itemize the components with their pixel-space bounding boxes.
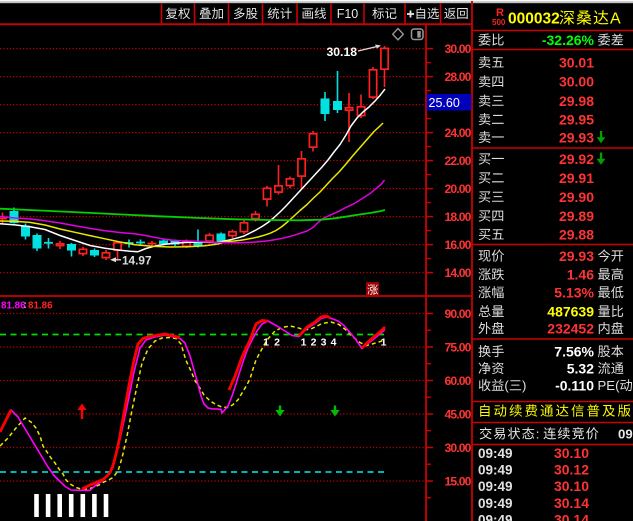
svg-text:09:49: 09:49 bbox=[478, 446, 513, 461]
svg-text:1: 1 bbox=[381, 337, 387, 349]
svg-text:R: R bbox=[496, 7, 504, 19]
svg-text:500: 500 bbox=[492, 18, 506, 27]
svg-text:000032: 000032 bbox=[508, 11, 560, 28]
svg-text:09: 09 bbox=[618, 426, 633, 441]
svg-text:1: 1 bbox=[301, 337, 307, 349]
svg-text:30.10: 30.10 bbox=[554, 478, 589, 494]
svg-text:30.12: 30.12 bbox=[554, 461, 589, 477]
svg-text:81.86: 81.86 bbox=[1, 301, 26, 312]
svg-text:30.14: 30.14 bbox=[554, 511, 589, 521]
svg-text:29.91: 29.91 bbox=[559, 170, 594, 186]
svg-text:90.00: 90.00 bbox=[445, 307, 472, 321]
svg-text:16.00: 16.00 bbox=[445, 238, 472, 252]
svg-text:-32.26%: -32.26% bbox=[542, 32, 595, 48]
svg-text:232452: 232452 bbox=[547, 320, 594, 336]
svg-text:81.86: 81.86 bbox=[28, 301, 53, 312]
svg-text:30.18: 30.18 bbox=[327, 45, 358, 59]
svg-text:14.00: 14.00 bbox=[445, 266, 472, 280]
svg-text:15.00: 15.00 bbox=[445, 474, 472, 488]
svg-text::: : bbox=[536, 426, 543, 441]
svg-text:09:49: 09:49 bbox=[478, 512, 513, 521]
svg-text:2: 2 bbox=[274, 337, 280, 349]
svg-text:29.89: 29.89 bbox=[559, 208, 594, 224]
svg-text:30.10: 30.10 bbox=[554, 445, 589, 461]
svg-text:2: 2 bbox=[311, 337, 317, 349]
svg-text:A: A bbox=[610, 11, 621, 28]
svg-text:1: 1 bbox=[263, 337, 269, 349]
svg-text:29.98: 29.98 bbox=[559, 93, 594, 109]
svg-text:30.14: 30.14 bbox=[554, 495, 589, 511]
svg-text:5.13%: 5.13% bbox=[554, 284, 594, 300]
svg-text:28.00: 28.00 bbox=[445, 70, 472, 84]
svg-text:F10: F10 bbox=[337, 7, 359, 21]
svg-text:29.95: 29.95 bbox=[559, 111, 594, 127]
svg-text:30.00: 30.00 bbox=[445, 42, 472, 56]
svg-text:29.88: 29.88 bbox=[559, 226, 594, 242]
svg-text:09:49: 09:49 bbox=[478, 496, 513, 511]
svg-text:29.93: 29.93 bbox=[559, 129, 594, 145]
svg-text:29.90: 29.90 bbox=[559, 189, 594, 205]
svg-text:30.01: 30.01 bbox=[559, 54, 594, 70]
svg-text:09:49: 09:49 bbox=[478, 462, 513, 477]
svg-text:24.00: 24.00 bbox=[445, 126, 472, 140]
svg-text:25.60: 25.60 bbox=[429, 96, 460, 110]
svg-text:PE(: PE( bbox=[598, 378, 621, 393]
svg-text:30.00: 30.00 bbox=[445, 441, 472, 455]
svg-text:45.00: 45.00 bbox=[445, 407, 472, 421]
svg-text:75.00: 75.00 bbox=[445, 340, 472, 354]
svg-text:09:49: 09:49 bbox=[478, 479, 513, 494]
svg-text:60.00: 60.00 bbox=[445, 374, 472, 388]
svg-text:(: ( bbox=[504, 378, 509, 393]
svg-text:29.92: 29.92 bbox=[559, 151, 594, 167]
svg-text:18.00: 18.00 bbox=[445, 210, 472, 224]
svg-text::: : bbox=[24, 300, 27, 311]
svg-text:1.46: 1.46 bbox=[567, 266, 594, 282]
svg-text:): ) bbox=[522, 378, 526, 393]
svg-text:487639: 487639 bbox=[547, 303, 594, 319]
svg-text:-0.110: -0.110 bbox=[555, 377, 594, 393]
svg-text:20.00: 20.00 bbox=[445, 182, 472, 196]
svg-text:14.97: 14.97 bbox=[122, 254, 152, 268]
svg-text:7.56%: 7.56% bbox=[554, 343, 594, 359]
svg-text:3: 3 bbox=[321, 337, 327, 349]
svg-text:4: 4 bbox=[331, 337, 337, 349]
svg-text:29.93: 29.93 bbox=[559, 248, 594, 264]
svg-text:5.32: 5.32 bbox=[567, 360, 594, 376]
svg-text:22.00: 22.00 bbox=[445, 154, 472, 168]
svg-text:30.00: 30.00 bbox=[559, 74, 594, 90]
